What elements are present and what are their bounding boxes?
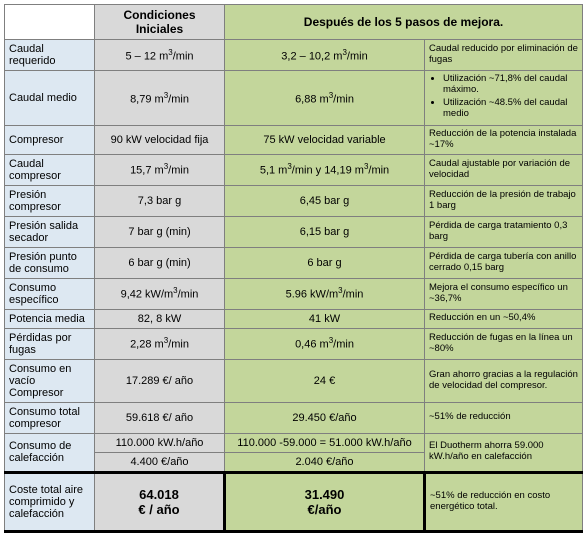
- row-heating-top: Consumo de calefacción 110.000 kW.h/año …: [5, 433, 583, 452]
- header-after: Después de los 5 pasos de mejora.: [225, 5, 583, 40]
- row-after: 5.96 kW/m3/min: [225, 278, 425, 309]
- row-after: 75 kW velocidad variable: [225, 125, 425, 154]
- row-after: 3,2 – 10,2 m3/min: [225, 40, 425, 71]
- row-label: Consumo en vacío Compresor: [5, 359, 95, 402]
- table-row: Caudal medio8,79 m3/min6,88 m3/minUtiliz…: [5, 71, 583, 126]
- row-after: 41 kW: [225, 309, 425, 328]
- table-row: Consumo en vacío Compresor17.289 €/ año2…: [5, 359, 583, 402]
- row-initial: 7 bar g (min): [95, 216, 225, 247]
- row-note: Reducción de la potencia instalada ~17%: [425, 125, 583, 154]
- row-label: Potencia media: [5, 309, 95, 328]
- row-initial: 2,28 m3/min: [95, 328, 225, 359]
- row-after: 6,45 bar g: [225, 185, 425, 216]
- row-note: Utilización ~71,8% del caudal máximo.Uti…: [425, 71, 583, 126]
- table-row: Caudal compresor15,7 m3/min5,1 m3/min y …: [5, 154, 583, 185]
- label-total: Coste total aire comprimido y calefacció…: [5, 472, 95, 531]
- table-row: Presión compresor7,3 bar g6,45 bar gRedu…: [5, 185, 583, 216]
- row-note: Gran ahorro gracias a la regulación de v…: [425, 359, 583, 402]
- total-initial-val: 64.018: [139, 487, 179, 502]
- row-label: Presión compresor: [5, 185, 95, 216]
- row-label: Consumo total compresor: [5, 402, 95, 433]
- row-initial: 8,79 m3/min: [95, 71, 225, 126]
- heating-note: El Duotherm ahorra 59.000 kW.h/año en ca…: [425, 433, 583, 472]
- row-initial: 5 – 12 m3/min: [95, 40, 225, 71]
- row-note: Mejora el consumo específico un ~36,7%: [425, 278, 583, 309]
- row-initial: 7,3 bar g: [95, 185, 225, 216]
- row-label: Caudal requerido: [5, 40, 95, 71]
- row-initial: 6 bar g (min): [95, 247, 225, 278]
- heating-after-top: 110.000 -59.000 = 51.000 kW.h/año: [225, 433, 425, 452]
- row-label: Compresor: [5, 125, 95, 154]
- table-row: Consumo total compresor59.618 €/ año29.4…: [5, 402, 583, 433]
- heating-initial-top: 110.000 kW.h/año: [95, 433, 225, 452]
- row-note: Reducción de fugas en la línea un ~80%: [425, 328, 583, 359]
- row-after: 0,46 m3/min: [225, 328, 425, 359]
- row-initial: 82, 8 kW: [95, 309, 225, 328]
- row-after: 6,15 bar g: [225, 216, 425, 247]
- comparison-table: Condiciones Iniciales Después de los 5 p…: [4, 4, 583, 533]
- heating-after-bot: 2.040 €/año: [225, 452, 425, 472]
- total-initial: 64.018 € / año: [95, 472, 225, 531]
- header-initial: Condiciones Iniciales: [95, 5, 225, 40]
- row-after: 6,88 m3/min: [225, 71, 425, 126]
- row-total: Coste total aire comprimido y calefacció…: [5, 472, 583, 531]
- row-note: Reducción de la presión de trabajo 1 bar…: [425, 185, 583, 216]
- header-blank: [5, 5, 95, 40]
- row-note: ~51% de reducción: [425, 402, 583, 433]
- row-after: 24 €: [225, 359, 425, 402]
- table-row: Consumo específico9,42 kW/m3/min5.96 kW/…: [5, 278, 583, 309]
- row-after: 5,1 m3/min y 14,19 m3/min: [225, 154, 425, 185]
- table-row: Caudal requerido5 – 12 m3/min3,2 – 10,2 …: [5, 40, 583, 71]
- row-note: Caudal reducido por eliminación de fugas: [425, 40, 583, 71]
- row-label: Caudal medio: [5, 71, 95, 126]
- row-label: Pérdidas por fugas: [5, 328, 95, 359]
- row-after: 29.450 €/año: [225, 402, 425, 433]
- total-initial-unit: € / año: [138, 502, 179, 517]
- row-initial: 59.618 €/ año: [95, 402, 225, 433]
- row-note: Caudal ajustable por variación de veloci…: [425, 154, 583, 185]
- table-row: Compresor90 kW velocidad fija75 kW veloc…: [5, 125, 583, 154]
- row-initial: 17.289 €/ año: [95, 359, 225, 402]
- row-note: Pérdida de carga tratamiento 0,3 barg: [425, 216, 583, 247]
- table-row: Presión punto de consumo6 bar g (min)6 b…: [5, 247, 583, 278]
- row-note: Pérdida de carga tubería con anillo cerr…: [425, 247, 583, 278]
- total-after: 31.490 €/año: [225, 472, 425, 531]
- row-after: 6 bar g: [225, 247, 425, 278]
- label-heating: Consumo de calefacción: [5, 433, 95, 472]
- row-label: Presión punto de consumo: [5, 247, 95, 278]
- row-label: Caudal compresor: [5, 154, 95, 185]
- table-row: Presión salida secador7 bar g (min)6,15 …: [5, 216, 583, 247]
- row-initial: 9,42 kW/m3/min: [95, 278, 225, 309]
- heating-initial-bot: 4.400 €/año: [95, 452, 225, 472]
- header-row: Condiciones Iniciales Después de los 5 p…: [5, 5, 583, 40]
- row-note: Reducción en un ~50,4%: [425, 309, 583, 328]
- row-label: Consumo específico: [5, 278, 95, 309]
- row-label: Presión salida secador: [5, 216, 95, 247]
- total-after-val: 31.490: [305, 487, 345, 502]
- table-row: Pérdidas por fugas2,28 m3/min0,46 m3/min…: [5, 328, 583, 359]
- row-initial: 15,7 m3/min: [95, 154, 225, 185]
- row-initial: 90 kW velocidad fija: [95, 125, 225, 154]
- table-row: Potencia media82, 8 kW41 kWReducción en …: [5, 309, 583, 328]
- total-after-unit: €/año: [308, 502, 342, 517]
- total-note: ~51% de reducción en costo energético to…: [425, 472, 583, 531]
